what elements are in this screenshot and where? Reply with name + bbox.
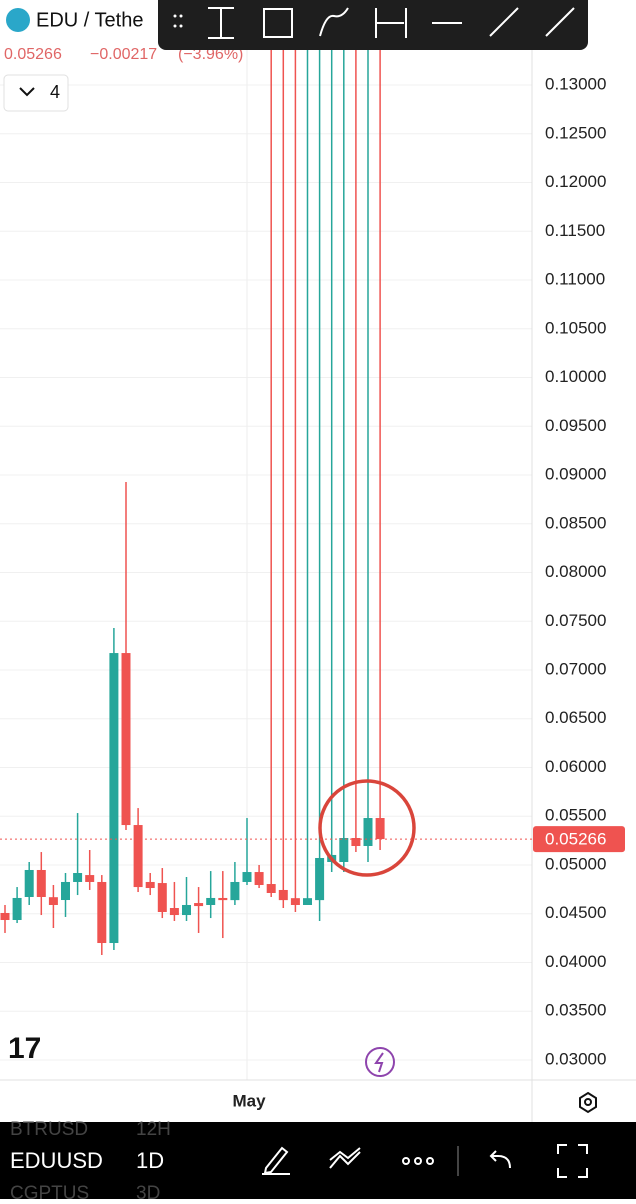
- candle-body: [242, 872, 252, 882]
- indicators-count: 4: [50, 82, 60, 102]
- y-tick-label: 0.09000: [545, 465, 606, 484]
- candle-body: [12, 897, 22, 921]
- tool-trend[interactable]: [545, 7, 575, 37]
- candle-body: [206, 897, 216, 905]
- tool-date-range[interactable]: [375, 8, 407, 38]
- y-tick-label: 0.08500: [545, 513, 606, 532]
- settings-icon[interactable]: [579, 1091, 597, 1114]
- candle-body: [315, 857, 325, 901]
- y-tick-label: 0.03000: [545, 1049, 606, 1068]
- drawing-toolbar: [158, 0, 588, 50]
- candle-body: [303, 898, 312, 905]
- indicator-icon[interactable]: [329, 1147, 361, 1169]
- candle-body: [182, 904, 191, 916]
- change-pct: (−3.96%): [178, 46, 243, 63]
- y-tick-label: 0.12000: [545, 172, 606, 191]
- y-tick-label: 0.11500: [545, 221, 605, 240]
- y-tick-label: 0.12500: [545, 123, 606, 142]
- y-tick-label: 0.06500: [545, 708, 606, 727]
- tv-logo: 17: [8, 1032, 41, 1065]
- prev-interval: 12H: [136, 1119, 171, 1140]
- candle-body: [145, 881, 155, 889]
- y-tick-label: 0.05000: [545, 854, 606, 873]
- candle-body: [230, 881, 240, 901]
- candle-body: [254, 872, 264, 886]
- pen-icon[interactable]: [262, 1146, 290, 1175]
- highlight-circle: [318, 779, 416, 877]
- interval[interactable]: 1D: [136, 1148, 164, 1173]
- candle-body: [339, 838, 349, 862]
- candle-body: [351, 838, 361, 847]
- candle-body: [133, 825, 143, 888]
- candle-body: [109, 653, 119, 944]
- settings-icon-center: [584, 1098, 592, 1106]
- tool-range[interactable]: [208, 7, 234, 39]
- y-tick-label: 0.07000: [545, 659, 606, 678]
- candles: [0, 0, 385, 956]
- last-price-tag: [533, 826, 625, 853]
- bolt-button[interactable]: [365, 1047, 395, 1077]
- y-tick-label: 0.07500: [545, 611, 606, 630]
- candle-body: [290, 898, 300, 905]
- y-tick-label: 0.04000: [545, 952, 606, 971]
- more-icon[interactable]: [402, 1157, 434, 1165]
- price: 0.05266: [4, 46, 62, 63]
- symbol-logo: [6, 8, 30, 32]
- bolt-icon: [374, 1052, 384, 1073]
- y-tick-label: 0.11000: [545, 270, 605, 289]
- y-tick-label: 0.06000: [545, 757, 606, 776]
- prev-symbol: BTRUSD: [10, 1119, 88, 1140]
- candle-body: [157, 883, 167, 913]
- tool-path[interactable]: [319, 7, 349, 37]
- candle-body: [194, 903, 204, 907]
- chevron-icon: [19, 87, 35, 97]
- y-tick-label: 0.09500: [545, 416, 606, 435]
- next-symbol: CGPTUS: [10, 1183, 89, 1199]
- y-tick-label: 0.13000: [545, 75, 606, 94]
- last-price-label: 0.05266: [545, 830, 606, 849]
- next-interval: 3D: [136, 1183, 160, 1199]
- candle-body: [48, 897, 58, 905]
- candle-body: [36, 869, 46, 897]
- y-tick-label: 0.10000: [545, 367, 606, 386]
- indicators-toggle[interactable]: [3, 74, 69, 112]
- y-tick-label: 0.10500: [545, 318, 606, 337]
- candle-body: [375, 818, 385, 840]
- bottom-bar: [0, 1122, 636, 1199]
- tool-arrow[interactable]: [489, 7, 519, 37]
- candle-body: [0, 912, 10, 921]
- undo-icon[interactable]: [489, 1150, 511, 1169]
- candle-body: [97, 881, 107, 944]
- candle-body: [363, 818, 373, 847]
- candle-body: [266, 884, 276, 893]
- y-tick-label: 0.08000: [545, 562, 606, 581]
- fullscreen-icon[interactable]: [557, 1144, 588, 1178]
- tool-rect[interactable]: [263, 8, 293, 38]
- candle-body: [61, 881, 70, 901]
- change: −0.00217: [90, 46, 157, 63]
- candle-body: [278, 889, 288, 901]
- candle-body: [169, 908, 179, 916]
- candle-body: [218, 897, 228, 901]
- symbol[interactable]: EDUUSD: [10, 1148, 103, 1173]
- y-tick-label: 0.04500: [545, 903, 606, 922]
- candle-body: [121, 653, 131, 826]
- candle-body: [24, 869, 34, 897]
- y-tick-label: 0.05500: [545, 806, 606, 825]
- y-tick-label: 0.03500: [545, 1001, 606, 1020]
- grid: [0, 84, 532, 1061]
- candle-body: [73, 873, 83, 882]
- symbol-title: EDU / Tethe: [36, 9, 143, 31]
- x-tick-label: May: [232, 1091, 266, 1110]
- candle-body: [85, 875, 95, 882]
